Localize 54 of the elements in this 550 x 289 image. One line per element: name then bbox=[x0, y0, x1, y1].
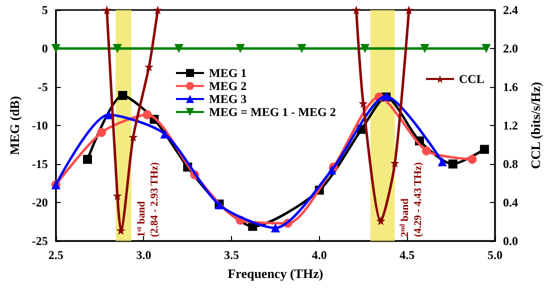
y2-tick-label: 2.4 bbox=[503, 3, 518, 17]
point bbox=[448, 160, 458, 168]
y-tick-label: -10 bbox=[32, 118, 48, 132]
point bbox=[174, 44, 184, 53]
point bbox=[480, 144, 489, 154]
point bbox=[128, 132, 138, 142]
x-tick-label: 3.0 bbox=[136, 248, 152, 262]
y2-tick-label: 1.2 bbox=[503, 118, 518, 132]
point bbox=[270, 223, 280, 232]
legend-label: MEG 1 bbox=[209, 66, 247, 80]
point bbox=[116, 226, 126, 235]
legend-label: MEG 2 bbox=[209, 79, 247, 93]
y2-axis-title: CCL (bits/s/Hz) bbox=[528, 82, 543, 170]
x-tick-label: 4.0 bbox=[312, 248, 327, 262]
point bbox=[327, 166, 336, 175]
y-tick-label: 0 bbox=[42, 42, 48, 56]
point bbox=[352, 6, 361, 14]
legend-label: MEG = MEG 1 - MEG 2 bbox=[209, 105, 336, 119]
point bbox=[404, 6, 414, 14]
y-axis-title: MEG (dB) bbox=[7, 96, 22, 155]
point bbox=[376, 216, 386, 226]
point bbox=[83, 154, 92, 164]
y-tick-label: -5 bbox=[38, 80, 48, 94]
y2-tick-label: 1.6 bbox=[503, 80, 518, 94]
y2-tick-label: 0.4 bbox=[503, 196, 518, 210]
x-tick-label: 3.5 bbox=[224, 248, 240, 262]
x-tick-label: 5.0 bbox=[488, 248, 502, 262]
point bbox=[112, 44, 122, 53]
point bbox=[420, 44, 430, 53]
y-tick-label: -20 bbox=[32, 196, 48, 210]
point bbox=[482, 44, 491, 53]
legend-label: MEG 3 bbox=[209, 92, 247, 106]
x-axis-title: Frequency (THz) bbox=[228, 266, 324, 281]
point bbox=[142, 110, 152, 120]
point bbox=[236, 44, 245, 53]
point bbox=[97, 128, 106, 137]
y-tick-label: 5 bbox=[42, 3, 48, 17]
y-tick-label: -15 bbox=[32, 157, 48, 171]
point bbox=[468, 154, 477, 164]
point bbox=[51, 44, 60, 53]
point bbox=[153, 6, 162, 14]
y2-tick-label: 0.8 bbox=[503, 157, 518, 171]
y2-tick-label: 0.0 bbox=[503, 234, 518, 248]
legend-label: CCL bbox=[459, 72, 484, 86]
x-tick-label: 4.5 bbox=[400, 248, 415, 262]
point bbox=[360, 44, 370, 53]
point bbox=[438, 157, 447, 166]
y2-tick-label: 2.0 bbox=[503, 42, 518, 56]
point bbox=[422, 146, 431, 156]
point bbox=[102, 6, 112, 14]
x-tick-label: 2.5 bbox=[48, 248, 64, 262]
point bbox=[118, 90, 128, 100]
point bbox=[297, 44, 306, 53]
y-tick-label: -25 bbox=[32, 234, 48, 248]
